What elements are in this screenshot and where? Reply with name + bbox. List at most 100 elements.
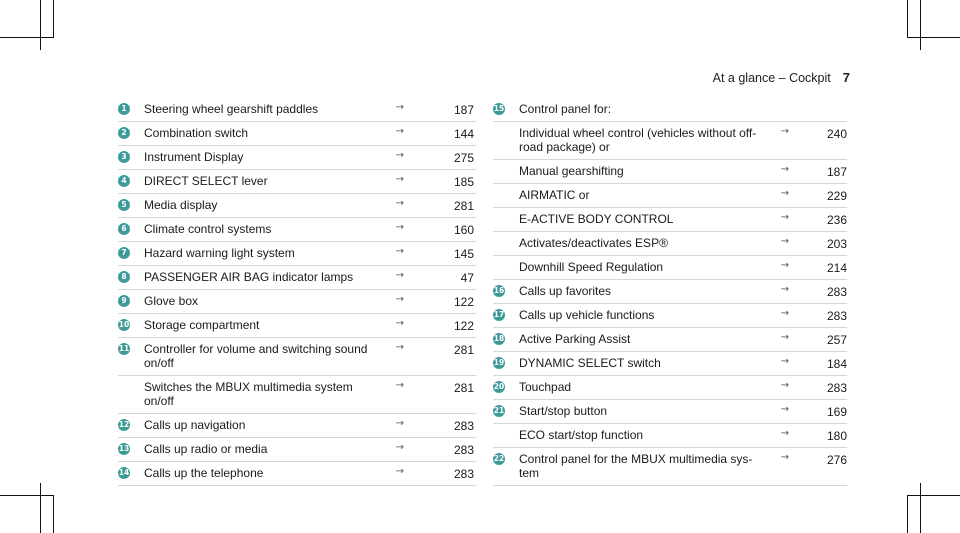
item-number-badge: 20 xyxy=(493,381,505,393)
page-reference[interactable]: 281 xyxy=(453,199,474,213)
crop-mark xyxy=(0,37,53,38)
page-reference[interactable]: 185 xyxy=(453,175,474,189)
item-label: Instrument Display xyxy=(144,150,244,164)
item-label: Steering wheel gearshift paddles xyxy=(144,102,319,116)
list-item: Switches the MBUX multimedia system on/o… xyxy=(118,376,476,414)
arrow-icon: → xyxy=(780,164,789,175)
page-reference[interactable]: 122 xyxy=(453,295,474,309)
page-reference[interactable]: 283 xyxy=(453,419,474,433)
page-reference[interactable]: 214 xyxy=(826,261,847,275)
page-reference[interactable]: 236 xyxy=(826,213,847,227)
item-number-badge: 14 xyxy=(118,467,130,479)
crop-mark xyxy=(53,0,54,38)
item-number-badge: 1 xyxy=(118,103,130,115)
list-item: 16 Calls up favorites → 283 xyxy=(493,280,847,304)
page-reference[interactable]: 47 xyxy=(460,271,474,285)
arrow-icon: → xyxy=(395,270,404,281)
arrow-icon: → xyxy=(780,332,789,343)
right-item-list: 15 Control panel for: Individual wheel con… xyxy=(493,98,847,486)
page-reference[interactable]: 257 xyxy=(826,333,847,347)
page-reference[interactable]: 283 xyxy=(453,467,474,481)
crop-mark xyxy=(907,495,908,533)
item-label: Calls up favorites xyxy=(519,284,612,298)
list-item: 9 Glove box → 122 xyxy=(118,290,476,314)
list-item: 14 Calls up the telephone → 283 xyxy=(118,462,476,486)
crop-mark xyxy=(53,495,54,533)
page-reference[interactable]: 144 xyxy=(453,127,474,141)
item-label: Media display xyxy=(144,198,218,212)
item-number-badge: 9 xyxy=(118,295,130,307)
crop-mark xyxy=(907,0,908,38)
item-number-badge: 12 xyxy=(118,419,130,431)
arrow-icon: → xyxy=(780,356,789,367)
page-reference[interactable]: 240 xyxy=(826,127,847,141)
item-number-badge: 3 xyxy=(118,151,130,163)
item-number-badge: 13 xyxy=(118,443,130,455)
crop-mark xyxy=(907,495,960,496)
arrow-icon: → xyxy=(395,442,404,453)
page-reference[interactable]: 229 xyxy=(826,189,847,203)
section-title: At a glance – Cockpit xyxy=(712,71,831,85)
item-label: Control panel for the MBUX multimedia sy… xyxy=(519,452,753,480)
page-reference[interactable]: 122 xyxy=(453,319,474,333)
page-reference[interactable]: 187 xyxy=(826,165,847,179)
item-label: Calls up radio or media xyxy=(144,442,268,456)
item-label: Combination switch xyxy=(144,126,249,140)
page-reference[interactable]: 283 xyxy=(453,443,474,457)
page-reference[interactable]: 281 xyxy=(453,343,474,357)
list-item: ECO start/stop function → 180 xyxy=(493,424,847,448)
page-reference[interactable]: 276 xyxy=(826,453,847,467)
page-reference[interactable]: 184 xyxy=(826,357,847,371)
list-item: 12 Calls up navigation → 283 xyxy=(118,414,476,438)
arrow-icon: → xyxy=(780,308,789,319)
crop-mark xyxy=(920,483,921,533)
item-number-badge: 21 xyxy=(493,405,505,417)
item-label: Control panel for: xyxy=(519,102,612,116)
arrow-icon: → xyxy=(395,380,404,391)
page-reference[interactable]: 283 xyxy=(826,381,847,395)
arrow-icon: → xyxy=(780,404,789,415)
crop-mark xyxy=(0,495,53,496)
page-reference[interactable]: 283 xyxy=(826,309,847,323)
arrow-icon: → xyxy=(780,452,789,463)
item-number-badge: 5 xyxy=(118,199,130,211)
arrow-icon: → xyxy=(395,342,404,353)
page-reference[interactable]: 281 xyxy=(453,381,474,395)
item-number-badge: 6 xyxy=(118,223,130,235)
list-item: E-ACTIVE BODY CONTROL → 236 xyxy=(493,208,847,232)
item-label: Glove box xyxy=(144,294,199,308)
page-reference[interactable]: 169 xyxy=(826,405,847,419)
item-number-badge: 11 xyxy=(118,343,130,355)
list-item: Individual wheel control (vehicles witho… xyxy=(493,122,847,160)
page-reference[interactable]: 203 xyxy=(826,237,847,251)
page-reference[interactable]: 145 xyxy=(453,247,474,261)
page-reference[interactable]: 180 xyxy=(826,429,847,443)
list-item: 22 Control panel for the MBUX multimedia … xyxy=(493,448,847,486)
list-item: 4 DIRECT SELECT lever → 185 xyxy=(118,170,476,194)
arrow-icon: → xyxy=(395,294,404,305)
list-item: 17 Calls up vehicle functions → 283 xyxy=(493,304,847,328)
arrow-icon: → xyxy=(780,188,789,199)
page-reference[interactable]: 275 xyxy=(453,151,474,165)
page-header: At a glance – Cockpit 7 xyxy=(713,70,850,85)
crop-mark xyxy=(40,0,41,50)
page-reference[interactable]: 187 xyxy=(453,103,474,117)
item-number-badge: 19 xyxy=(493,357,505,369)
item-label: Touchpad xyxy=(519,380,572,394)
arrow-icon: → xyxy=(780,212,789,223)
item-label: Hazard warning light system xyxy=(144,246,295,260)
arrow-icon: → xyxy=(395,318,404,329)
list-item: AIRMATIC or → 229 xyxy=(493,184,847,208)
item-number-badge: 18 xyxy=(493,333,505,345)
list-item: 20 Touchpad → 283 xyxy=(493,376,847,400)
arrow-icon: → xyxy=(395,150,404,161)
list-item: 2 Combination switch → 144 xyxy=(118,122,476,146)
list-item: 8 PASSENGER AIR BAG indicator lamps → 47 xyxy=(118,266,476,290)
arrow-icon: → xyxy=(780,428,789,439)
page-reference[interactable]: 160 xyxy=(453,223,474,237)
page-reference[interactable]: 283 xyxy=(826,285,847,299)
item-label: Switches the MBUX multimedia system on/o… xyxy=(144,380,353,408)
crop-mark xyxy=(40,483,41,533)
item-label: Start/stop button xyxy=(519,404,608,418)
list-item: 21 Start/stop button → 169 xyxy=(493,400,847,424)
